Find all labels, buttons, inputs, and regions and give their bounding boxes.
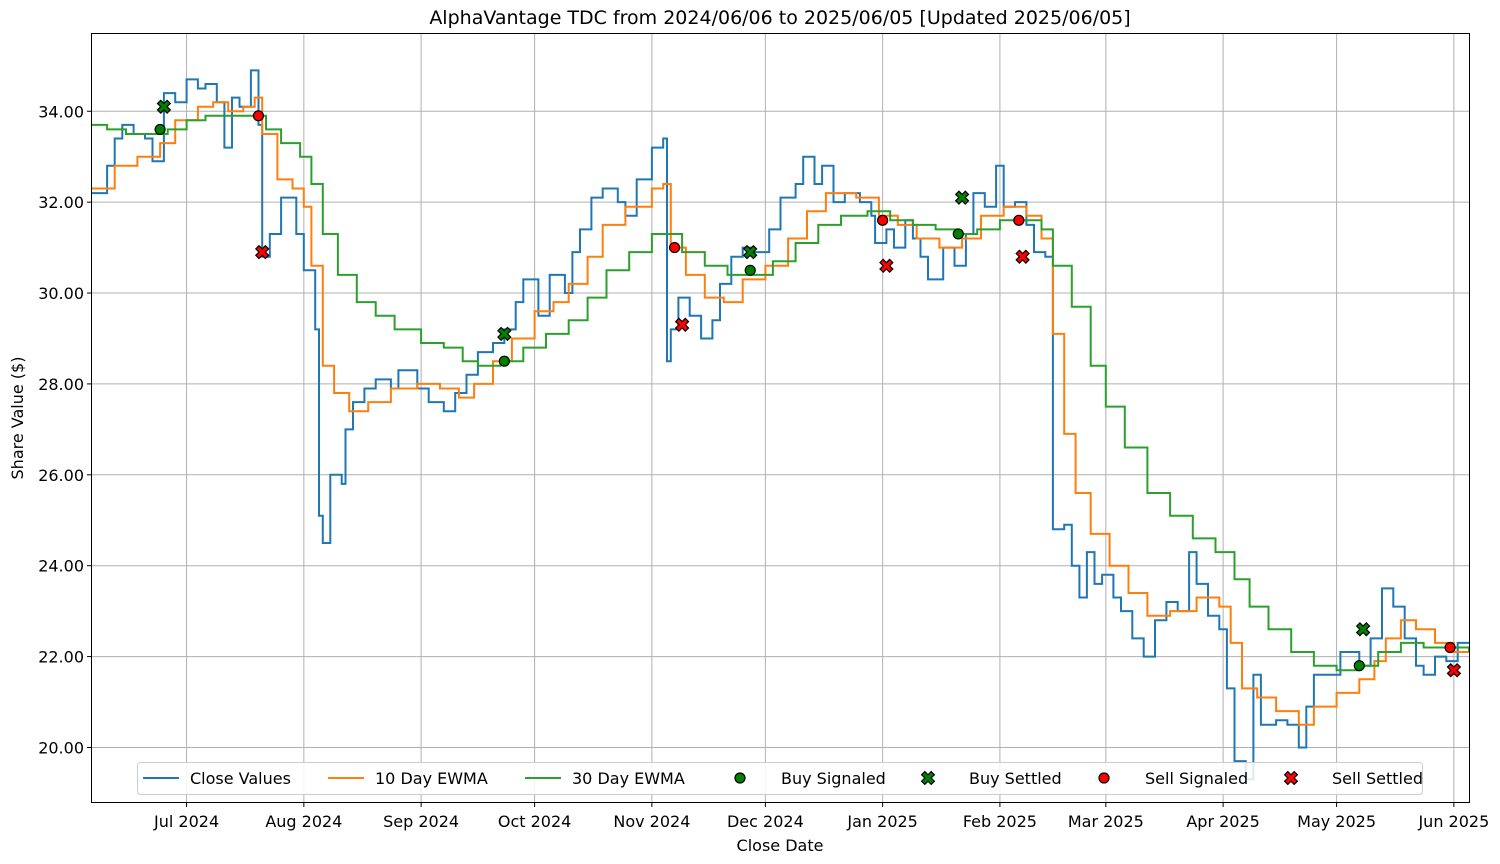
y-axis-ticks: 20.00 22.00 24.00 26.00 28.00 30.00 32.00 34.00 — [38, 102, 92, 757]
marker-buy-signaled — [744, 264, 756, 276]
legend-swatch-sell-settled — [1283, 770, 1299, 786]
marker-buy-settled — [954, 190, 970, 205]
marker-buy-settled — [156, 99, 172, 114]
y-axis-label: Share Value ($) — [8, 357, 27, 480]
y-tick-label: 20.00 — [38, 738, 84, 757]
legend-label-30-day-ewma: 30 Day EWMA — [572, 769, 685, 788]
x-tick-label: May 2025 — [1297, 812, 1376, 831]
legend-label-buy-signaled: Buy Signaled — [781, 769, 886, 788]
marker-buy-signaled — [498, 355, 510, 367]
legend-label-sell-settled: Sell Settled — [1332, 769, 1423, 788]
legend-swatch-sell-signaled — [1098, 772, 1110, 784]
legend-label-10-day-ewma: 10 Day EWMA — [375, 769, 488, 788]
marker-buy-settled — [1355, 622, 1371, 637]
x-tick-label: Jul 2024 — [153, 812, 219, 831]
y-tick-label: 28.00 — [38, 375, 84, 394]
legend-label-sell-signaled: Sell Signaled — [1145, 769, 1248, 788]
x-axis-ticks: Jul 2024 Aug 2024 Sep 2024 Oct 2024 Nov 2024… — [153, 802, 1489, 831]
marker-layer — [154, 99, 1462, 678]
series-line-close-values — [92, 69, 1469, 781]
plot-frame — [91, 33, 1470, 803]
marker-sell-signaled — [1013, 214, 1025, 226]
y-tick-label: 30.00 — [38, 284, 84, 303]
marker-sell-signaled — [668, 241, 681, 254]
legend: Close Values 10 Day EWMA 30 Day EWMA Buy Si… — [137, 762, 1423, 795]
x-tick-label: Nov 2024 — [613, 812, 690, 831]
x-tick-label: Jun 2025 — [1417, 812, 1489, 831]
y-tick-label: 26.00 — [38, 466, 84, 485]
x-tick-label: Jan 2025 — [846, 812, 917, 831]
grid-lines — [92, 34, 1469, 802]
x-tick-label: Aug 2024 — [265, 812, 342, 831]
marker-sell-signaled — [877, 214, 889, 226]
marker-buy-settled — [497, 326, 512, 342]
legend-swatch-buy-settled — [920, 770, 936, 786]
y-tick-label: 24.00 — [38, 557, 84, 576]
marker-sell-signaled — [1444, 641, 1456, 654]
marker-buy-signaled — [952, 228, 964, 240]
x-tick-label: Dec 2024 — [727, 812, 804, 831]
y-tick-label: 22.00 — [38, 648, 84, 667]
x-tick-label: Mar 2025 — [1068, 812, 1144, 831]
y-tick-label: 32.00 — [38, 193, 84, 212]
x-tick-label: Feb 2025 — [963, 812, 1037, 831]
marker-sell-settled — [254, 244, 270, 260]
x-axis-label: Close Date — [737, 836, 824, 855]
marker-buy-signaled — [1353, 660, 1365, 672]
legend-label-buy-settled: Buy Settled — [969, 769, 1062, 788]
x-tick-label: Oct 2024 — [498, 812, 571, 831]
series-line-10-day-ewma — [92, 96, 1469, 726]
x-tick-label: Sep 2024 — [383, 812, 459, 831]
marker-sell-settled — [879, 258, 894, 274]
marker-sell-settled — [1446, 662, 1462, 678]
legend-swatch-buy-signaled — [734, 772, 746, 784]
y-tick-label: 34.00 — [38, 102, 84, 121]
series-line-30-day-ewma — [92, 114, 1470, 672]
marker-buy-settled — [742, 244, 758, 260]
marker-sell-settled — [1015, 249, 1030, 264]
marker-buy-signaled — [154, 123, 166, 136]
marker-sell-signaled — [252, 110, 265, 122]
marker-sell-settled — [674, 317, 690, 333]
series-layer — [92, 69, 1470, 781]
x-tick-label: Apr 2025 — [1186, 812, 1259, 831]
chart-title: AlphaVantage TDC from 2024/06/06 to 2025… — [429, 7, 1130, 29]
legend-box — [137, 762, 1423, 795]
legend-label-close-values: Close Values — [190, 769, 291, 788]
